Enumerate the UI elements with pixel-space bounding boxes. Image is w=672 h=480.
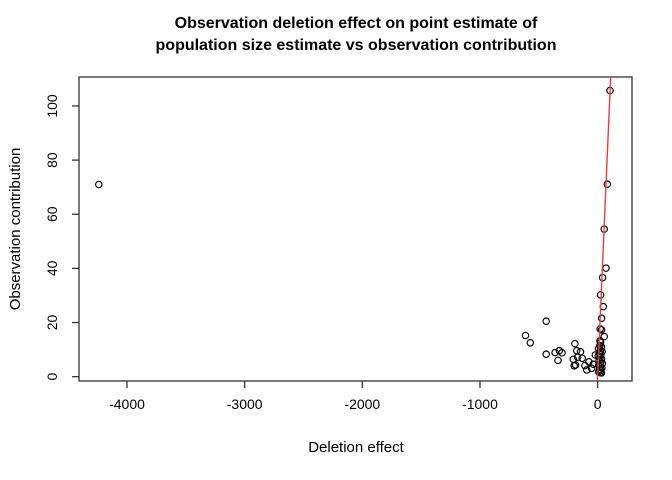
data-point-marker [587,364,596,373]
y-tick-label: 20 [44,315,60,331]
data-point-marker [589,360,598,368]
data-point-marker [581,361,589,370]
x-tick-label: 0 [594,396,602,412]
data-point-marker [95,180,103,189]
y-axis-label: Observation contribution [7,148,24,311]
data-point-marker [542,317,550,325]
y-tick-label: 0 [44,373,60,381]
data-points-group [95,86,614,377]
data-point-marker [521,331,530,340]
chart-title-line2: population size estimate vs observation … [156,37,557,54]
y-tick-label: 60 [44,206,60,222]
data-point-marker [526,339,535,347]
x-tick-label: -1000 [462,396,498,412]
data-point-marker [603,180,612,188]
data-point-marker [576,348,585,356]
data-point-marker [600,332,608,341]
x-tick-label: -2000 [344,396,380,412]
chart-title-line1: Observation deletion effect on point est… [175,15,538,32]
data-point-marker [571,361,580,369]
plot-box [78,76,633,382]
data-point-marker [602,264,610,272]
x-tick-label: -4000 [109,396,145,412]
data-point-marker [558,349,566,357]
data-point-marker [571,339,579,348]
y-tick-label: 100 [44,94,60,118]
data-point-marker [582,366,591,374]
x-tick-label: -3000 [227,396,263,412]
data-point-marker [597,314,606,322]
y-axis-ticks: 0 20 40 60 80 100 [44,94,79,381]
y-tick-label: 40 [44,260,60,276]
y-tick-label: 80 [44,152,60,168]
x-axis-label: Deletion effect [308,439,404,456]
identity-reference-line [596,76,612,382]
x-axis-ticks: -4000 -3000 -2000 -1000 0 [109,381,602,412]
data-point-marker [585,358,593,366]
data-point-marker [542,350,550,358]
data-point-marker [578,354,586,363]
data-point-marker [554,356,562,365]
